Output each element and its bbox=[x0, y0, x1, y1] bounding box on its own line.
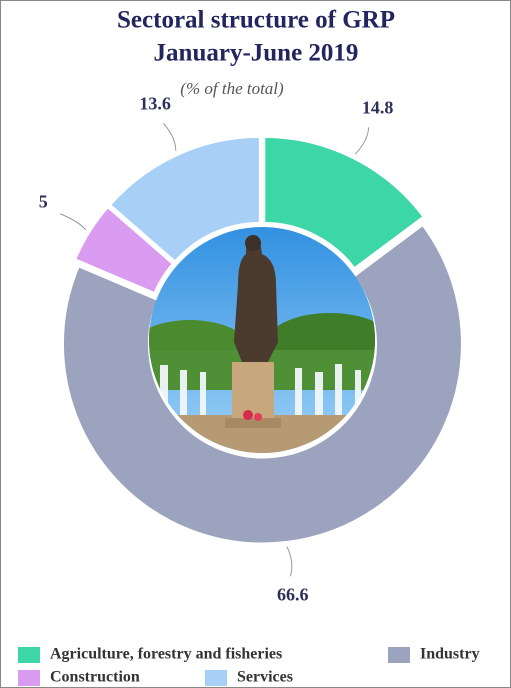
legend-swatch bbox=[18, 647, 40, 663]
chart-note: (% of the total) bbox=[180, 79, 284, 98]
legend-label: Industry bbox=[420, 646, 480, 663]
chart-title: Sectoral structure of GRP bbox=[117, 7, 395, 34]
leader-line bbox=[60, 214, 85, 230]
leader-line bbox=[163, 123, 175, 150]
legend-label: Construction bbox=[50, 669, 140, 686]
value-label: 13.6 bbox=[139, 93, 171, 113]
value-label: 5 bbox=[39, 191, 48, 211]
legend-swatch bbox=[205, 670, 227, 686]
value-label: 14.8 bbox=[362, 98, 394, 118]
leader-line bbox=[287, 547, 292, 577]
legend-label: Services bbox=[237, 669, 293, 686]
legend: Agriculture, forestry and fisheries Indus… bbox=[18, 646, 480, 686]
leader-line bbox=[355, 127, 368, 154]
legend-swatch bbox=[18, 670, 40, 686]
value-label: 66.6 bbox=[277, 584, 309, 604]
legend-label: Agriculture, forestry and fisheries bbox=[50, 646, 282, 663]
legend-swatch bbox=[388, 647, 410, 663]
chart: Sectoral structure of GRP January-June 2… bbox=[0, 0, 511, 688]
chart-title: January-June 2019 bbox=[154, 40, 359, 67]
